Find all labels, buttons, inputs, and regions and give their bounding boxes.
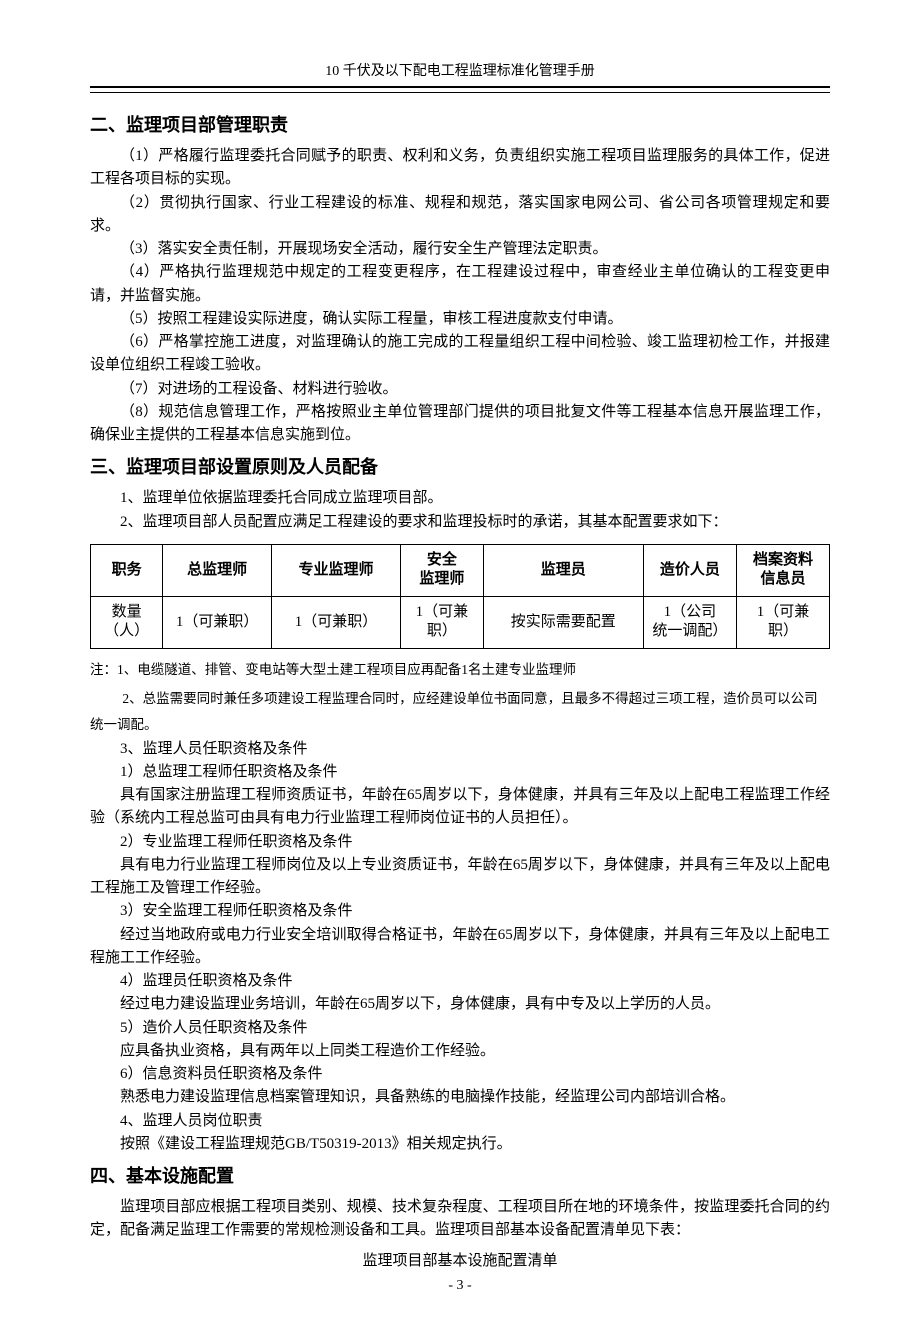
td-cost: 1（公司 统一调配） [643,596,736,648]
th-chief: 总监理师 [163,544,272,596]
td-supervisor: 按实际需要配置 [483,596,643,648]
td-chief: 1（可兼职） [163,596,272,648]
sec2-item-3: （3）落实安全责任制，开展现场安全活动，履行安全生产管理法定职责。 [90,238,830,261]
table-data-row: 数量 （人） 1（可兼职） 1（可兼职） 1（可兼 职） 按实际需要配置 1（公… [91,596,830,648]
th-archive: 档案资料 信息员 [736,544,829,596]
sec4-p1: 监理项目部应根据工程项目类别、规模、技术复杂程度、工程项目所在地的环境条件，按监… [90,1196,830,1243]
sec3-p4: 4、监理人员岗位职责 [90,1110,830,1133]
running-header: 10 千伏及以下配电工程监理标准化管理手册 [90,60,830,88]
q1-heading: 1）总监理工程师任职资格及条件 [90,761,830,784]
q6-heading: 6）信息资料员任职资格及条件 [90,1063,830,1086]
table-note-1: 注：1、电缆隧道、排管、变电站等大型土建工程项目应再配备1名土建专业监理师 [90,657,830,683]
sec2-item-2: （2）贯彻执行国家、行业工程建设的标准、规程和规范，落实国家电网公司、省公司各项… [90,192,830,239]
section-4-heading: 四、基本设施配置 [90,1162,830,1188]
q4-heading: 4）监理员任职资格及条件 [90,970,830,993]
sec2-item-7: （7）对进场的工程设备、材料进行验收。 [90,378,830,401]
sec2-item-8: （8）规范信息管理工作，严格按照业主单位管理部门提供的项目批复文件等工程基本信息… [90,401,830,448]
th-safety: 安全 监理师 [401,544,484,596]
td-row-label: 数量 （人） [91,596,163,648]
q5-heading: 5）造价人员任职资格及条件 [90,1017,830,1040]
q3-body: 经过当地政府或电力行业安全培训取得合格证书，年龄在65周岁以下，身体健康，并具有… [90,924,830,971]
staffing-table: 职务 总监理师 专业监理师 安全 监理师 监理员 造价人员 档案资料 信息员 数… [90,544,830,649]
sec3-p3: 3、监理人员任职资格及条件 [90,738,830,761]
table-note-2: 2、总监需要同时兼任多项建设工程监理合同时，应经建设单位书面同意，且最多不得超过… [90,686,830,737]
sec2-item-6: （6）严格掌控施工进度，对监理确认的施工完成的工程量组织工程中间检验、竣工监理初… [90,331,830,378]
sec2-item-1: （1）严格履行监理委托合同赋予的职责、权利和义务，负责组织实施工程项目监理服务的… [90,145,830,192]
q1-body: 具有国家注册监理工程师资质证书，年龄在65周岁以下，身体健康，并具有三年及以上配… [90,784,830,831]
q2-body: 具有电力行业监理工程师岗位及以上专业资质证书，年龄在65周岁以下，身体健康，并具… [90,854,830,901]
section-3-heading: 三、监理项目部设置原则及人员配备 [90,453,830,479]
header-rule [90,92,830,93]
q3-heading: 3）安全监理工程师任职资格及条件 [90,900,830,923]
q5-body: 应具备执业资格，具有两年以上同类工程造价工作经验。 [90,1040,830,1063]
th-pro: 专业监理师 [271,544,400,596]
td-archive: 1（可兼 职） [736,596,829,648]
q6-body: 熟悉电力建设监理信息档案管理知识，具备熟练的电脑操作技能，经监理公司内部培训合格… [90,1086,830,1109]
q2-heading: 2）专业监理工程师任职资格及条件 [90,831,830,854]
th-supervisor: 监理员 [483,544,643,596]
sec3-p2: 2、监理项目部人员配置应满足工程建设的要求和监理投标时的承诺，其基本配置要求如下… [90,511,830,534]
section-2-heading: 二、监理项目部管理职责 [90,111,830,137]
th-cost: 造价人员 [643,544,736,596]
page-number: - 3 - [90,1278,830,1294]
sec3-p1: 1、监理单位依据监理委托合同成立监理项目部。 [90,487,830,510]
table-header-row: 职务 总监理师 专业监理师 安全 监理师 监理员 造价人员 档案资料 信息员 [91,544,830,596]
sec2-item-4: （4）严格执行监理规范中规定的工程变更程序，在工程建设过程中，审查经业主单位确认… [90,261,830,308]
td-pro: 1（可兼职） [271,596,400,648]
td-safety: 1（可兼 职） [401,596,484,648]
sec2-item-5: （5）按照工程建设实际进度，确认实际工程量，审核工程进度款支付申请。 [90,308,830,331]
sec3-p4b: 按照《建设工程监理规范GB/T50319-2013》相关规定执行。 [90,1133,830,1156]
th-position: 职务 [91,544,163,596]
document-page: 10 千伏及以下配电工程监理标准化管理手册 二、监理项目部管理职责 （1）严格履… [0,0,920,1334]
q4-body: 经过电力建设监理业务培训，年龄在65周岁以下，身体健康，具有中专及以上学历的人员… [90,993,830,1016]
equipment-list-title: 监理项目部基本设施配置清单 [90,1249,830,1270]
